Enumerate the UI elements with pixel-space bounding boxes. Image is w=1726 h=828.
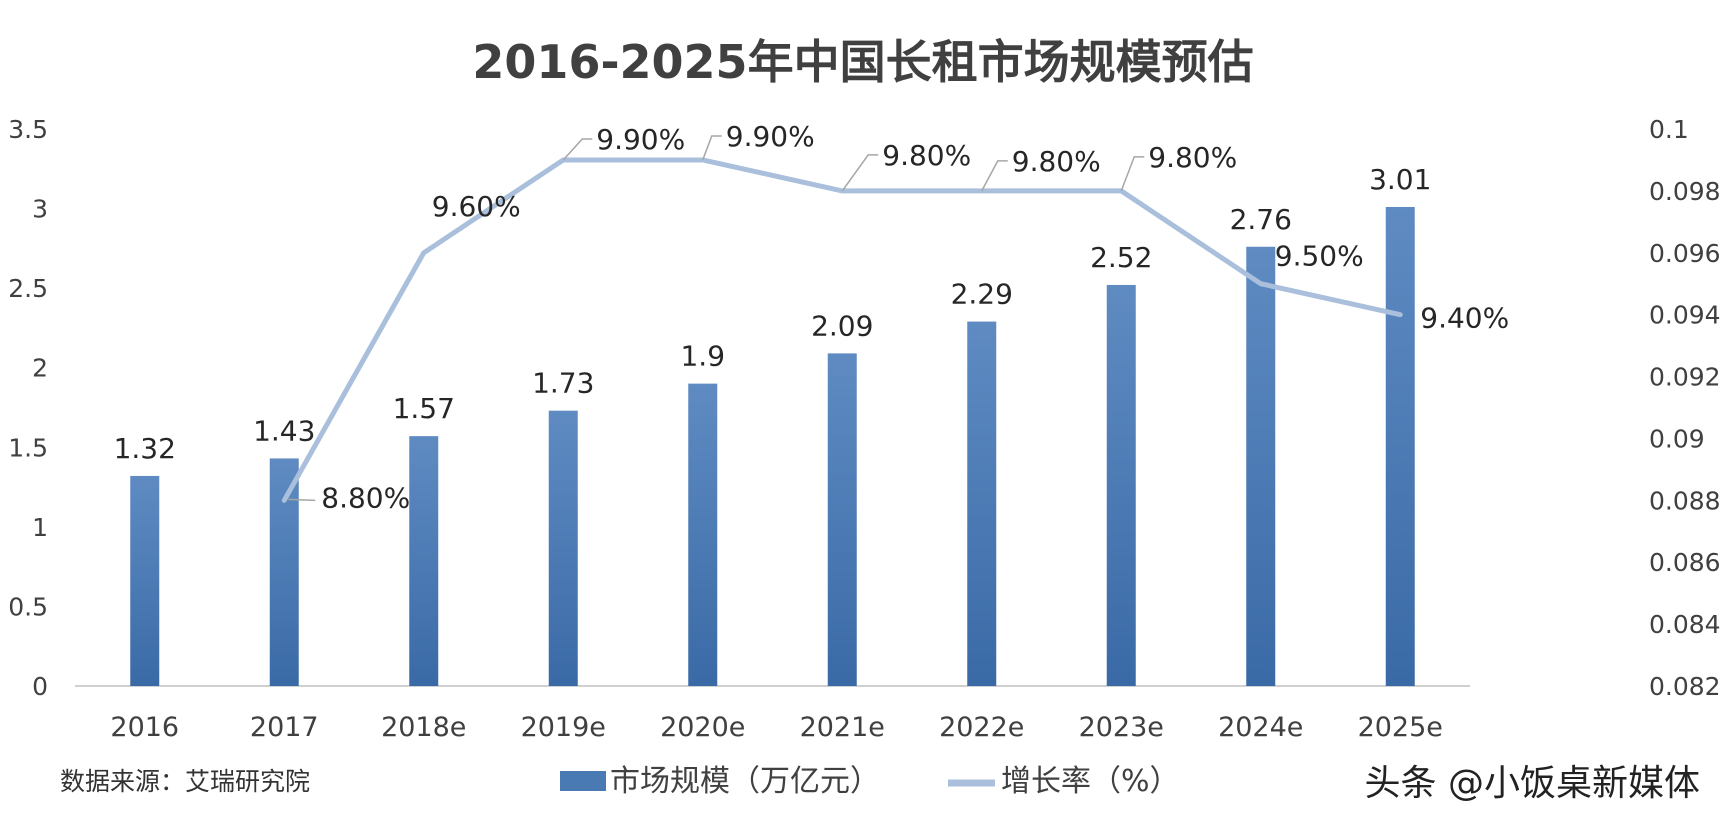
line-value-label: 9.60% (432, 190, 521, 223)
axes: 0 0.5 1 1.5 2 2.5 3 3.5 0.082 0.084 0.086 0.088 0.09… (8, 115, 1720, 743)
bar (409, 436, 439, 686)
x-tick-label: 2024e (1218, 712, 1303, 743)
source-note: 数据来源：艾瑞研究院 (60, 767, 310, 796)
y-right-tick-label: 0.09 (1649, 424, 1705, 453)
y-right-tick-label: 0.086 (1649, 548, 1721, 577)
x-tick-label: 2021e (800, 712, 885, 743)
x-tick-label: 2022e (939, 712, 1024, 743)
x-tick-label: 2020e (660, 712, 745, 743)
y-left-tick-label: 0.5 (8, 592, 48, 621)
line-value-label: 9.40% (1420, 302, 1509, 335)
y-right-tick-label: 0.092 (1649, 363, 1721, 392)
line-value-label: 9.80% (1012, 145, 1101, 178)
bar-value-label: 1.32 (114, 432, 176, 465)
bar-value-label: 1.57 (393, 392, 455, 425)
bar (548, 410, 578, 686)
bar (688, 383, 718, 686)
line-value-label: 8.80% (321, 481, 410, 514)
y-left-tick-label: 2.5 (8, 274, 48, 303)
leader-line (1120, 156, 1145, 192)
y-right-tick-label: 0.088 (1649, 486, 1721, 515)
bar-value-label: 2.09 (811, 309, 873, 342)
y-left-tick-label: 0 (32, 672, 48, 701)
y-right-tick-label: 0.098 (1649, 177, 1721, 206)
x-tick-label: 2025e (1358, 712, 1443, 743)
x-tick-label: 2018e (381, 712, 466, 743)
bar (1385, 206, 1415, 687)
watermark: 头条 @小饭桌新媒体 (1365, 763, 1700, 804)
bar-value-label: 3.01 (1369, 163, 1431, 196)
bar (967, 321, 997, 686)
x-tick-label: 2023e (1079, 712, 1164, 743)
y-right-tick-label: 0.084 (1649, 610, 1721, 639)
legend: 市场规模（万亿元） 增长率（%） (560, 764, 1180, 799)
y-left-tick-label: 3 (32, 195, 48, 224)
y-right-tick-label: 0.094 (1649, 301, 1721, 330)
y-left-tick-label: 1 (32, 513, 48, 542)
bar-value-label: 1.9 (680, 340, 725, 373)
bar (827, 353, 857, 686)
data-labels: 1.32 1.43 1.57 1.73 1.9 2.09 2.29 2.52 2.76 3.01 8… (114, 120, 1510, 514)
bar-value-label: 2.52 (1090, 241, 1152, 274)
y-left-tick-label: 2 (32, 354, 48, 383)
leader-line (702, 135, 722, 161)
bar (1246, 246, 1276, 686)
bar (1106, 284, 1136, 686)
x-tick-label: 2019e (521, 712, 606, 743)
y-right-tick-label: 0.1 (1649, 115, 1689, 144)
line-value-label: 9.90% (726, 120, 815, 153)
legend-label-line: 增长率（%） (1001, 764, 1180, 799)
y-right-tick-label: 0.082 (1649, 672, 1721, 701)
line-value-label: 9.50% (1275, 240, 1364, 273)
y-left-tick-label: 3.5 (8, 115, 48, 144)
line-value-label: 9.80% (1148, 141, 1237, 174)
bar-value-label: 2.29 (951, 278, 1013, 311)
bar (269, 458, 299, 686)
x-tick-label: 2017 (250, 712, 319, 743)
bar-value-label: 1.43 (253, 414, 315, 447)
legend-swatch-bar (560, 771, 606, 791)
line-value-label: 9.80% (882, 139, 971, 172)
bar-value-label: 2.76 (1230, 203, 1292, 236)
leader-line (288, 498, 316, 502)
x-tick-label: 2016 (110, 712, 179, 743)
leader-line (841, 154, 879, 192)
chart-title: 2016-2025年中国长租市场规模预估 (472, 35, 1253, 89)
leader-line (981, 160, 1008, 192)
legend-label-bar: 市场规模（万亿元） (610, 764, 880, 799)
bar-series (130, 206, 1415, 687)
bar (130, 475, 160, 686)
y-left-tick-label: 1.5 (8, 433, 48, 462)
bar-value-label: 1.73 (532, 367, 594, 400)
line-value-label: 9.90% (596, 123, 685, 156)
leader-line (562, 138, 593, 161)
y-right-tick-label: 0.096 (1649, 239, 1721, 268)
